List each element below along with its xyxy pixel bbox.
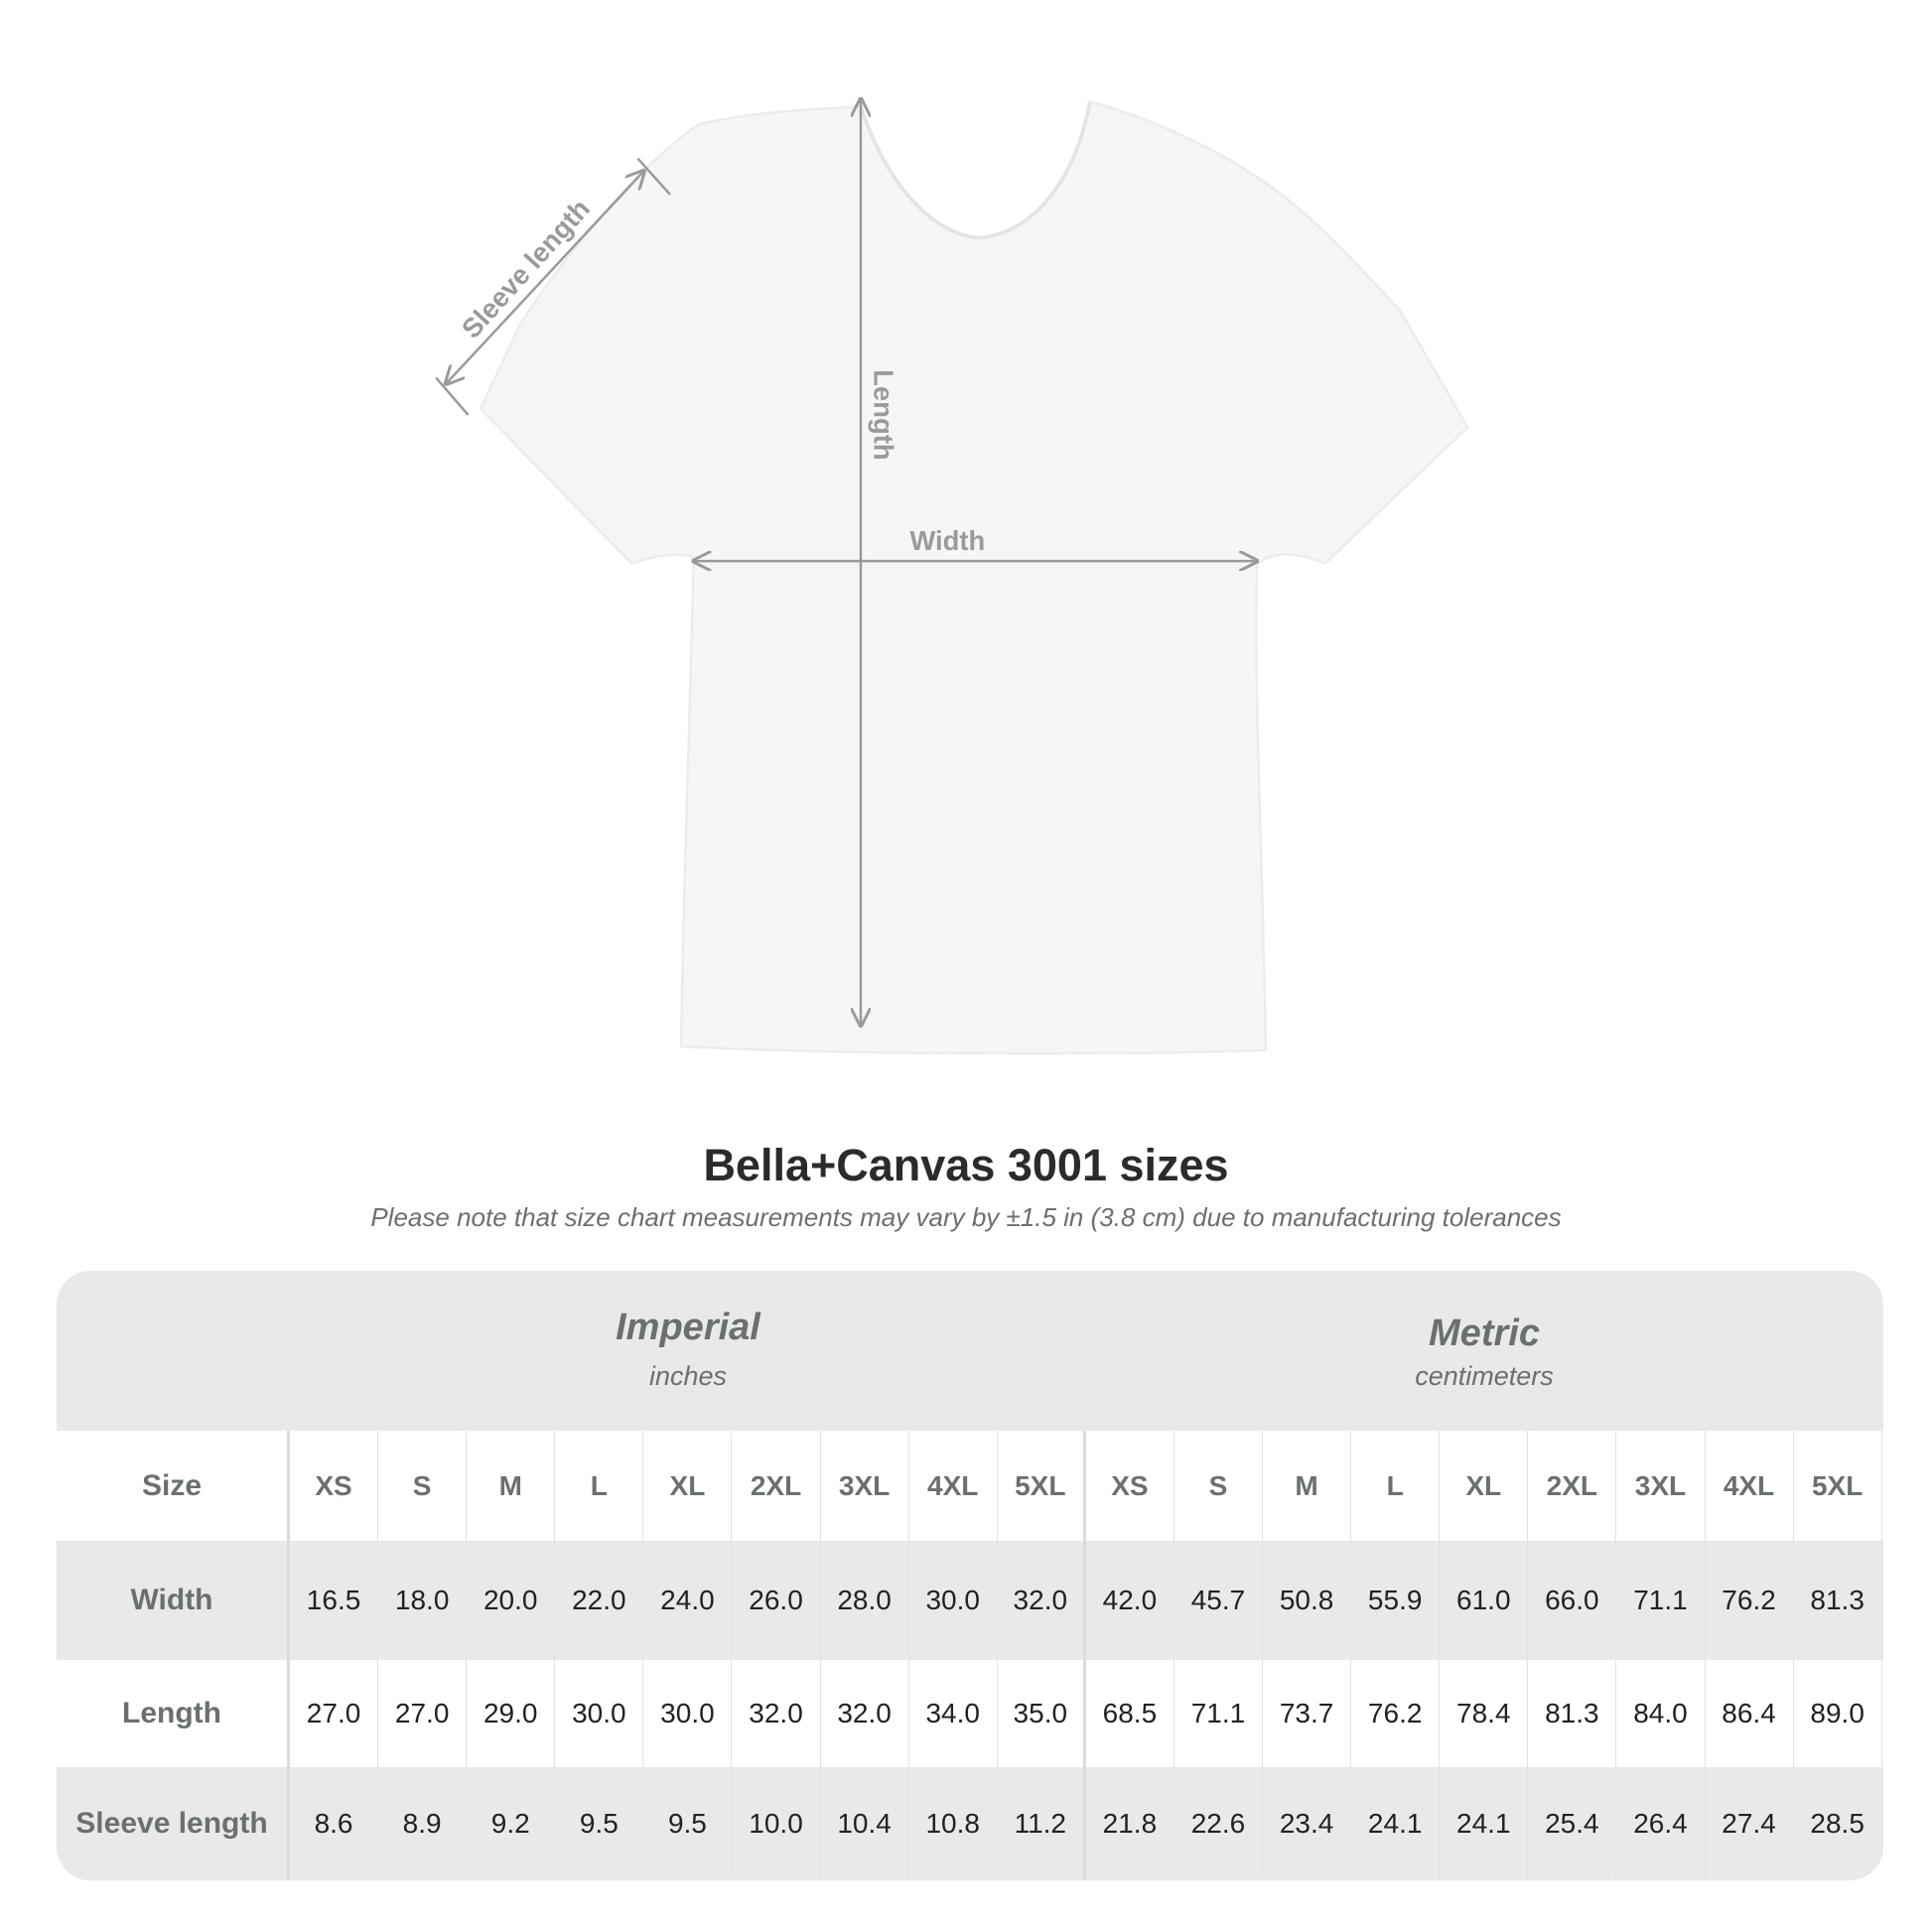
table-cell-metric: 81.3 (1528, 1660, 1617, 1767)
table-cell-imperial: 35.0 (998, 1660, 1086, 1767)
table-cell-imperial: 27.0 (290, 1660, 379, 1767)
table-cell-imperial: 11.2 (998, 1767, 1086, 1880)
table-cell-imperial: 30.0 (643, 1660, 733, 1767)
size-header-metric: L (1351, 1431, 1441, 1541)
metric-title: Metric (1429, 1312, 1540, 1354)
table-cell-imperial: 10.8 (909, 1767, 998, 1880)
metric-unit: centimeters (1415, 1361, 1554, 1391)
size-header-metric: 3XL (1616, 1431, 1706, 1541)
size-header-imperial: XL (643, 1431, 733, 1541)
chart-title: Bella+Canvas 3001 sizes (703, 1140, 1229, 1190)
table-cell-metric: 25.4 (1528, 1767, 1617, 1880)
table-cell-imperial: 34.0 (909, 1660, 998, 1767)
table-cell-metric: 71.1 (1616, 1541, 1706, 1660)
table-cell-metric: 45.7 (1174, 1541, 1264, 1660)
table-cell-imperial: 26.0 (732, 1541, 821, 1660)
table-cell-metric: 68.5 (1086, 1660, 1174, 1767)
table-cell-imperial: 16.5 (290, 1541, 379, 1660)
table-cell-metric: 89.0 (1794, 1660, 1882, 1767)
table-cell-imperial: 18.0 (378, 1541, 468, 1660)
table-cell-metric: 24.1 (1351, 1767, 1441, 1880)
size-row: Size XS S M L XL 2XL 3XL 4XL 5XL XS S M L XL 2XL 3XL 4XL 5… (57, 1431, 1883, 1541)
table-cell-metric: 42.0 (1086, 1541, 1174, 1660)
size-header-metric: 4XL (1706, 1431, 1794, 1541)
table-cell-metric: 81.3 (1794, 1541, 1882, 1660)
size-header-imperial: 2XL (732, 1431, 821, 1541)
row-label: Width (57, 1541, 290, 1660)
imperial-unit: inches (648, 1361, 728, 1391)
table-cell-imperial: 9.2 (467, 1767, 556, 1880)
table-cell-imperial: 8.6 (290, 1767, 379, 1880)
tolerance-note: Please note that size chart measurements… (370, 1202, 1562, 1232)
row-label: Length (57, 1660, 290, 1767)
table-cell-metric: 24.1 (1440, 1767, 1529, 1880)
table-cell-imperial: 10.0 (732, 1767, 821, 1880)
table-cell-metric: 78.4 (1440, 1660, 1529, 1767)
table-cell-metric: 50.8 (1263, 1541, 1352, 1660)
table-cell-imperial: 9.5 (643, 1767, 733, 1880)
width-row: Width 16.5 18.0 20.0 22.0 24.0 26.0 28.0 30.0 32.… (57, 1541, 1883, 1660)
tshirt-image (479, 99, 1469, 1055)
size-table: Imperial inches Metric centimeters Size X… (57, 1271, 1883, 1880)
table-cell-metric: 73.7 (1263, 1660, 1352, 1767)
size-header-metric: M (1263, 1431, 1352, 1541)
size-header-metric: XS (1086, 1431, 1174, 1541)
table-cell-metric: 23.4 (1263, 1767, 1352, 1880)
sleeve-length-row: Sleeve length 8.6 8.9 9.2 9.5 9.5 10.0 10.4 10.8… (57, 1767, 1883, 1880)
table-cell-imperial: 8.9 (378, 1767, 468, 1880)
table-cell-imperial: 32.0 (821, 1660, 909, 1767)
table-cell-metric: 76.2 (1706, 1541, 1794, 1660)
table-cell-imperial: 9.5 (555, 1767, 644, 1880)
sleeve-arrow (446, 171, 644, 384)
size-header-imperial: XS (290, 1431, 379, 1541)
size-header-metric: 5XL (1794, 1431, 1882, 1541)
table-cell-metric: 26.4 (1616, 1767, 1706, 1880)
table-cell-imperial: 20.0 (467, 1541, 556, 1660)
size-header-imperial: M (467, 1431, 556, 1541)
size-header-imperial: 3XL (821, 1431, 909, 1541)
size-header-imperial: S (378, 1431, 468, 1541)
table-cell-imperial: 24.0 (643, 1541, 733, 1660)
table-cell-imperial: 30.0 (909, 1541, 998, 1660)
table-cell-imperial: 32.0 (732, 1660, 821, 1767)
table-cell-metric: 84.0 (1616, 1660, 1706, 1767)
table-cell-metric: 61.0 (1440, 1541, 1529, 1660)
length-row: Length 27.0 27.0 29.0 30.0 30.0 32.0 32.0 34.0 35… (57, 1660, 1883, 1767)
table-cell-metric: 76.2 (1351, 1660, 1441, 1767)
size-header-metric: 2XL (1528, 1431, 1617, 1541)
table-cell-metric: 22.6 (1174, 1767, 1264, 1880)
size-header-imperial: 5XL (998, 1431, 1086, 1541)
row-label: Sleeve length (57, 1767, 290, 1880)
length-label: Length (869, 369, 899, 460)
table-cell-metric: 71.1 (1174, 1660, 1264, 1767)
table-cell-imperial: 10.4 (821, 1767, 909, 1880)
table-cell-imperial: 29.0 (467, 1660, 556, 1767)
size-header-imperial: L (555, 1431, 644, 1541)
width-label: Width (909, 525, 985, 556)
table-cell-metric: 27.4 (1706, 1767, 1794, 1880)
table-cell-imperial: 28.0 (821, 1541, 909, 1660)
table-cell-imperial: 32.0 (998, 1541, 1086, 1660)
table-cell-metric: 55.9 (1351, 1541, 1441, 1660)
table-cell-metric: 86.4 (1706, 1660, 1794, 1767)
table-cell-metric: 21.8 (1086, 1767, 1174, 1880)
size-header-metric: XL (1440, 1431, 1529, 1541)
table-cell-metric: 28.5 (1794, 1767, 1882, 1880)
row-label: Size (57, 1431, 290, 1541)
metric-header: Metric centimeters (1086, 1271, 1882, 1431)
size-header-imperial: 4XL (909, 1431, 998, 1541)
imperial-header: Imperial inches (290, 1271, 1086, 1431)
table-cell-imperial: 27.0 (378, 1660, 468, 1767)
table-cell-imperial: 30.0 (555, 1660, 644, 1767)
table-cell-imperial: 22.0 (555, 1541, 644, 1660)
table-cell-metric: 66.0 (1528, 1541, 1617, 1660)
imperial-title: Imperial (616, 1307, 760, 1348)
size-header-metric: S (1174, 1431, 1264, 1541)
